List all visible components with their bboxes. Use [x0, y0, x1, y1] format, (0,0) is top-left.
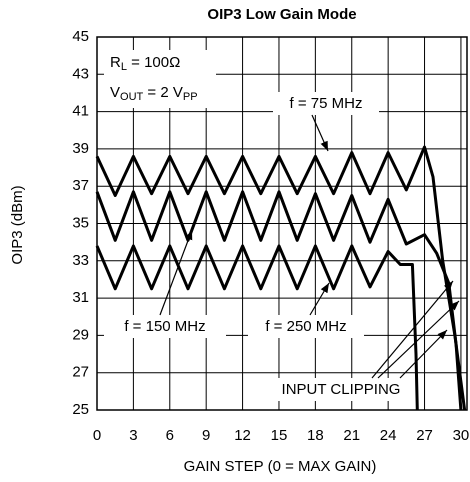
y-tick-label: 43	[72, 65, 89, 82]
arrow	[311, 114, 329, 152]
y-tick-label: 33	[72, 252, 89, 269]
chart-title: OIP3 Low Gain Mode	[207, 6, 356, 23]
x-tick-label: 9	[202, 427, 210, 444]
x-tick-label: 6	[166, 427, 174, 444]
series-line	[95, 145, 467, 411]
arrow	[159, 229, 193, 316]
y-tick-label: 41	[72, 103, 89, 120]
x-tick-label: 12	[234, 427, 251, 444]
y-tick-label: 31	[72, 289, 89, 306]
condition: VOUT = 2 VPP	[110, 84, 198, 103]
y-tick-label: 39	[72, 140, 89, 157]
y-tick-label: 45	[72, 28, 89, 45]
series-line	[95, 190, 463, 411]
annotation: f = 150 MHz	[124, 318, 205, 335]
condition-part: = 100Ω	[127, 54, 180, 71]
arrow	[309, 282, 330, 316]
annotation: INPUT CLIPPING	[282, 381, 401, 398]
plot-frame	[96, 36, 468, 411]
x-tick-label: 24	[380, 427, 397, 444]
arrow	[371, 280, 454, 379]
series-line	[95, 244, 419, 411]
x-tick-label: 0	[93, 427, 101, 444]
lines	[95, 145, 467, 411]
label-box	[248, 315, 364, 338]
y-tick-label: 35	[72, 214, 89, 231]
x-tick-label: 18	[307, 427, 324, 444]
y-tick-label: 27	[72, 364, 89, 381]
y-tick-label: 29	[72, 326, 89, 343]
annotation: f = 75 MHz	[290, 95, 363, 112]
condition-box	[104, 50, 216, 108]
label-box	[272, 378, 410, 401]
condition-part: PP	[183, 91, 198, 103]
condition-part: = 2 V	[143, 84, 183, 101]
condition-part: V	[110, 84, 120, 101]
x-tick-label: 15	[271, 427, 288, 444]
x-tick-label: 30	[453, 427, 470, 444]
x-tick-label: 21	[343, 427, 360, 444]
condition: RL = 100Ω	[110, 54, 180, 73]
condition-part: R	[110, 54, 121, 71]
y-tick-label: 37	[72, 177, 89, 194]
condition-part: L	[121, 61, 127, 73]
annotation: f = 250 MHz	[265, 318, 346, 335]
x-tick-label: 27	[416, 427, 433, 444]
label-box	[273, 92, 379, 115]
annotations: RL = 100Ω VOUT = 2 VPP f = 75 MHz f = 15…	[104, 50, 460, 401]
arrow	[399, 329, 448, 379]
x-axis-label: GAIN STEP (0 = MAX GAIN)	[184, 458, 377, 475]
y-tick-label: 25	[72, 401, 89, 418]
arrow	[377, 300, 460, 379]
y-axis-label: OIP3 (dBm)	[9, 185, 26, 264]
x-tick-label: 3	[129, 427, 137, 444]
label-box	[104, 315, 226, 338]
condition-part: OUT	[120, 91, 144, 103]
